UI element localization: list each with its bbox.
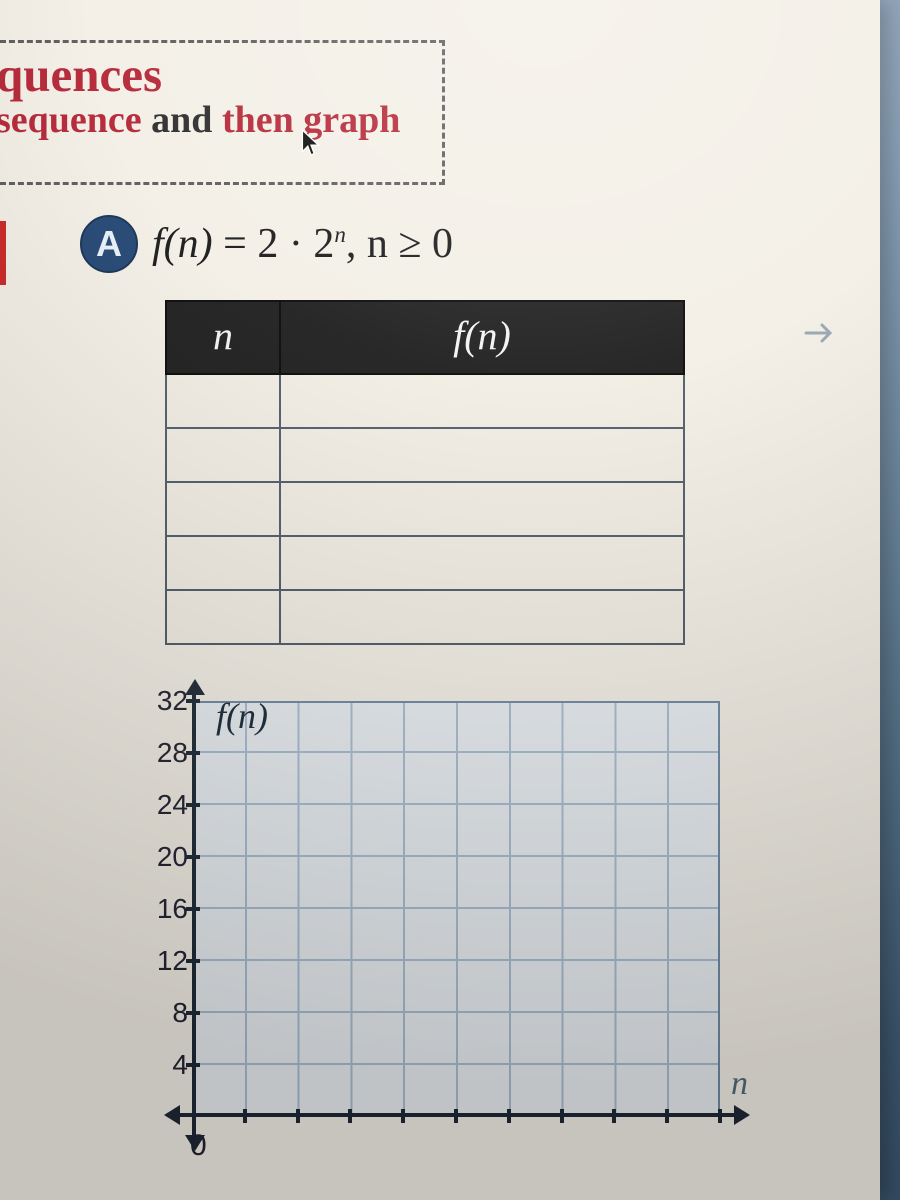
y-tick-label: 16: [144, 893, 188, 925]
table-cell[interactable]: [166, 428, 280, 482]
margin-red-bar: [0, 221, 6, 285]
y-tick-label: 8: [144, 997, 188, 1029]
y-tick-label: 12: [144, 945, 188, 977]
y-tick-mark: [186, 803, 200, 807]
y-tick-mark: [186, 1063, 200, 1067]
x-tick-mark: [718, 1109, 722, 1123]
sequence-table: n f(n): [165, 300, 685, 645]
x-tick-mark: [401, 1109, 405, 1123]
title-prefix: sequence: [0, 99, 151, 141]
arrow-right-icon: [804, 320, 838, 346]
x-arrow-left-icon: [164, 1105, 180, 1125]
table-cell[interactable]: [280, 590, 684, 644]
y-arrow-icon: [185, 679, 205, 695]
y-tick-mark: [186, 907, 200, 911]
x-tick-mark: [454, 1109, 458, 1123]
worksheet-page: quences sequence and then graph A f(n) =…: [0, 0, 880, 1200]
formula-lhs: f(n): [152, 221, 213, 267]
problem-a: A f(n) = 2 · 2n, n ≥ 0: [80, 215, 840, 273]
table-row: [166, 482, 684, 536]
table-cell[interactable]: [166, 590, 280, 644]
title-line-1: quences: [0, 49, 434, 100]
y-axis-label: f(n): [216, 695, 268, 737]
x-tick-mark: [348, 1109, 352, 1123]
table-row: [166, 590, 684, 644]
table-cell[interactable]: [166, 536, 280, 590]
table-cell[interactable]: [280, 374, 684, 428]
title-suffix: then graph: [222, 99, 400, 141]
title-line-2: sequence and then graph: [0, 100, 434, 142]
x-tick-mark: [243, 1109, 247, 1123]
y-tick-label: 32: [144, 685, 188, 717]
table-header-fn: f(n): [280, 301, 684, 374]
table-row: [166, 428, 684, 482]
title-textbox: quences sequence and then graph: [0, 40, 445, 185]
table-header-row: n f(n): [166, 301, 684, 374]
x-axis: [178, 1113, 738, 1117]
x-arrow-right-icon: [734, 1105, 750, 1125]
y-tick-label: 24: [144, 789, 188, 821]
y-tick-label: 4: [144, 1049, 188, 1081]
table-cell[interactable]: [280, 482, 684, 536]
formula-eq: =: [213, 221, 258, 267]
table-cell[interactable]: [166, 482, 280, 536]
x-tick-mark: [296, 1109, 300, 1123]
y-tick-mark: [186, 855, 200, 859]
title-and: and: [151, 99, 222, 141]
y-tick-label: 28: [144, 737, 188, 769]
problem-formula: f(n) = 2 · 2n, n ≥ 0: [152, 220, 453, 268]
y-tick-label: 20: [144, 841, 188, 873]
y-tick-mark: [186, 959, 200, 963]
formula-exp: n: [334, 221, 346, 247]
table-row: [166, 374, 684, 428]
x-tick-mark: [612, 1109, 616, 1123]
table-row: [166, 536, 684, 590]
x-axis-label: n: [731, 1065, 748, 1103]
table-cell[interactable]: [166, 374, 280, 428]
x-tick-mark: [665, 1109, 669, 1123]
y-tick-mark: [186, 751, 200, 755]
x-tick-mark: [560, 1109, 564, 1123]
plot-area: [192, 701, 720, 1117]
origin-label: 0: [190, 1129, 207, 1163]
table-cell[interactable]: [280, 536, 684, 590]
formula-base: 2 · 2: [257, 221, 334, 267]
y-tick-mark: [186, 699, 200, 703]
y-tick-mark: [186, 1011, 200, 1015]
table-header-n: n: [166, 301, 280, 374]
table-cell[interactable]: [280, 428, 684, 482]
graph-grid: f(n) n 0 32282420161284: [130, 695, 750, 1165]
x-tick-mark: [507, 1109, 511, 1123]
problem-badge: A: [80, 215, 138, 273]
formula-cond: , n ≥ 0: [346, 221, 453, 267]
